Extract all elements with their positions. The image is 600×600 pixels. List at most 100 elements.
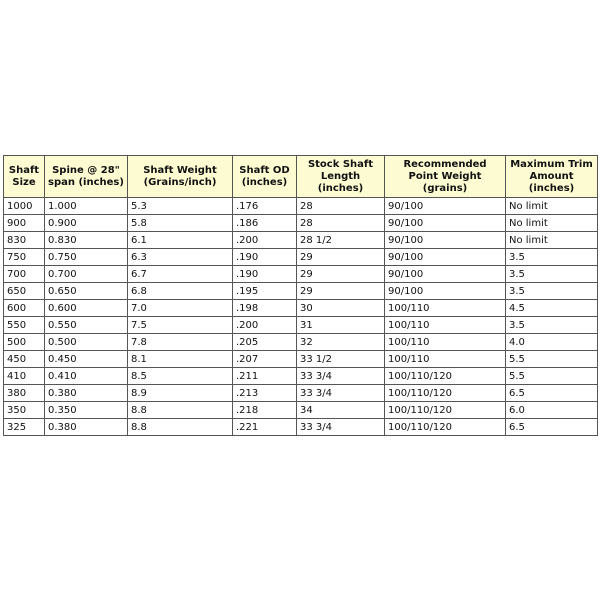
- shaft-table: Shaft Size Spine @ 28" span (inches) Shaft…: [3, 155, 598, 436]
- table-cell: .218: [232, 401, 297, 419]
- table-cell: .176: [232, 197, 297, 215]
- table-row: 380 0.380 8.9.213 33 3/4 100/110/120 6.5: [3, 384, 598, 402]
- table-cell: 0.380: [44, 384, 128, 402]
- header-cell: Spine @ 28" span (inches): [44, 155, 128, 198]
- table-row: 550 0.550 7.5.200 31 100/110 3.5: [3, 316, 598, 334]
- table-cell: .200: [232, 231, 297, 249]
- table-cell: 6.5: [505, 384, 598, 402]
- header-cell: Shaft Weight (Grains/inch): [127, 155, 233, 198]
- header-row: Shaft Size Spine @ 28" span (inches) Shaft…: [3, 155, 598, 198]
- table-cell: 8.8: [127, 418, 233, 436]
- table-cell: 100/110: [384, 333, 506, 351]
- table-cell: 650: [3, 282, 45, 300]
- table-cell: 100/110/120: [384, 384, 506, 402]
- table-cell: 600: [3, 299, 45, 317]
- table-cell: 100/110: [384, 299, 506, 317]
- table-cell: 700: [3, 265, 45, 283]
- table-row: 325 0.380 8.8.221 33 3/4 100/110/120 6.5: [3, 418, 598, 436]
- table-cell: 30: [296, 299, 385, 317]
- table-cell: 5.3: [127, 197, 233, 215]
- header-cell: Recommended Point Weight (grains): [384, 155, 506, 198]
- table-cell: 6.3: [127, 248, 233, 266]
- table-cell: 29: [296, 248, 385, 266]
- table-row: 830 0.830 6.1.200 28 1/2 90/100 No limit: [3, 231, 598, 249]
- table-cell: .205: [232, 333, 297, 351]
- table-cell: 6.8: [127, 282, 233, 300]
- table-cell: 0.700: [44, 265, 128, 283]
- table-row: 650 0.650 6.8.195 29 90/100 3.5: [3, 282, 598, 300]
- table-cell: 33 3/4: [296, 367, 385, 385]
- table-cell: 0.830: [44, 231, 128, 249]
- table-cell: 8.5: [127, 367, 233, 385]
- table-cell: 33 3/4: [296, 418, 385, 436]
- table-cell: 3.5: [505, 265, 598, 283]
- table-cell: 1.000: [44, 197, 128, 215]
- table-cell: 0.450: [44, 350, 128, 368]
- table-cell: 7.5: [127, 316, 233, 334]
- table-cell: 32: [296, 333, 385, 351]
- table-cell: 4.0: [505, 333, 598, 351]
- table-cell: 3.5: [505, 316, 598, 334]
- table-cell: 28: [296, 197, 385, 215]
- table-cell: 0.350: [44, 401, 128, 419]
- table-body: 1000 1.000 5.3.176 28 90/100 No limit 900 0.900…: [3, 197, 598, 436]
- header-cell: Shaft Size: [3, 155, 45, 198]
- table-cell: 6.5: [505, 418, 598, 436]
- table-cell: .198: [232, 299, 297, 317]
- table-cell: 90/100: [384, 282, 506, 300]
- table-cell: 325: [3, 418, 45, 436]
- table-cell: .195: [232, 282, 297, 300]
- table-cell: .190: [232, 265, 297, 283]
- table-row: 500 0.500 7.8.205 32 100/110 4.0: [3, 333, 598, 351]
- table-cell: 8.9: [127, 384, 233, 402]
- table-cell: 29: [296, 265, 385, 283]
- table-cell: 0.380: [44, 418, 128, 436]
- table-cell: 1000: [3, 197, 45, 215]
- table-cell: 6.7: [127, 265, 233, 283]
- table-cell: 6.1: [127, 231, 233, 249]
- header-cell: Stock Shaft Length (inches): [296, 155, 385, 198]
- table-cell: 7.8: [127, 333, 233, 351]
- table-cell: 550: [3, 316, 45, 334]
- table-cell: 3.5: [505, 248, 598, 266]
- table-cell: 5.8: [127, 214, 233, 232]
- table-cell: .211: [232, 367, 297, 385]
- table-cell: .200: [232, 316, 297, 334]
- table-cell: 410: [3, 367, 45, 385]
- table-cell: 8.1: [127, 350, 233, 368]
- table-cell: 900: [3, 214, 45, 232]
- table-cell: 90/100: [384, 231, 506, 249]
- table-cell: 0.600: [44, 299, 128, 317]
- table-cell: 100/110/120: [384, 418, 506, 436]
- table-cell: 750: [3, 248, 45, 266]
- table-cell: 33 1/2: [296, 350, 385, 368]
- table-cell: 90/100: [384, 265, 506, 283]
- table-cell: 34: [296, 401, 385, 419]
- table-row: 700 0.700 6.7.190 29 90/100 3.5: [3, 265, 598, 283]
- table-cell: 100/110: [384, 350, 506, 368]
- table-cell: 6.0: [505, 401, 598, 419]
- table-cell: 0.550: [44, 316, 128, 334]
- table-cell: 33 3/4: [296, 384, 385, 402]
- table-row: 450 0.450 8.1.207 33 1/2 100/110 5.5: [3, 350, 598, 368]
- table-cell: 7.0: [127, 299, 233, 317]
- table-cell: 5.5: [505, 367, 598, 385]
- table-cell: 500: [3, 333, 45, 351]
- table-cell: .190: [232, 248, 297, 266]
- table-cell: 5.5: [505, 350, 598, 368]
- table-cell: 100/110/120: [384, 367, 506, 385]
- table-cell: 0.410: [44, 367, 128, 385]
- table-row: 350 0.350 8.8.218 34 100/110/120 6.0: [3, 401, 598, 419]
- table-row: 900 0.900 5.8.186 28 90/100 No limit: [3, 214, 598, 232]
- table-cell: 8.8: [127, 401, 233, 419]
- table-cell: 90/100: [384, 214, 506, 232]
- table-cell: .186: [232, 214, 297, 232]
- table-cell: 0.750: [44, 248, 128, 266]
- table-cell: No limit: [505, 197, 598, 215]
- table-cell: 90/100: [384, 197, 506, 215]
- table-cell: .207: [232, 350, 297, 368]
- table-cell: 90/100: [384, 248, 506, 266]
- table-row: 410 0.410 8.5.211 33 3/4 100/110/120 5.5: [3, 367, 598, 385]
- table-cell: No limit: [505, 214, 598, 232]
